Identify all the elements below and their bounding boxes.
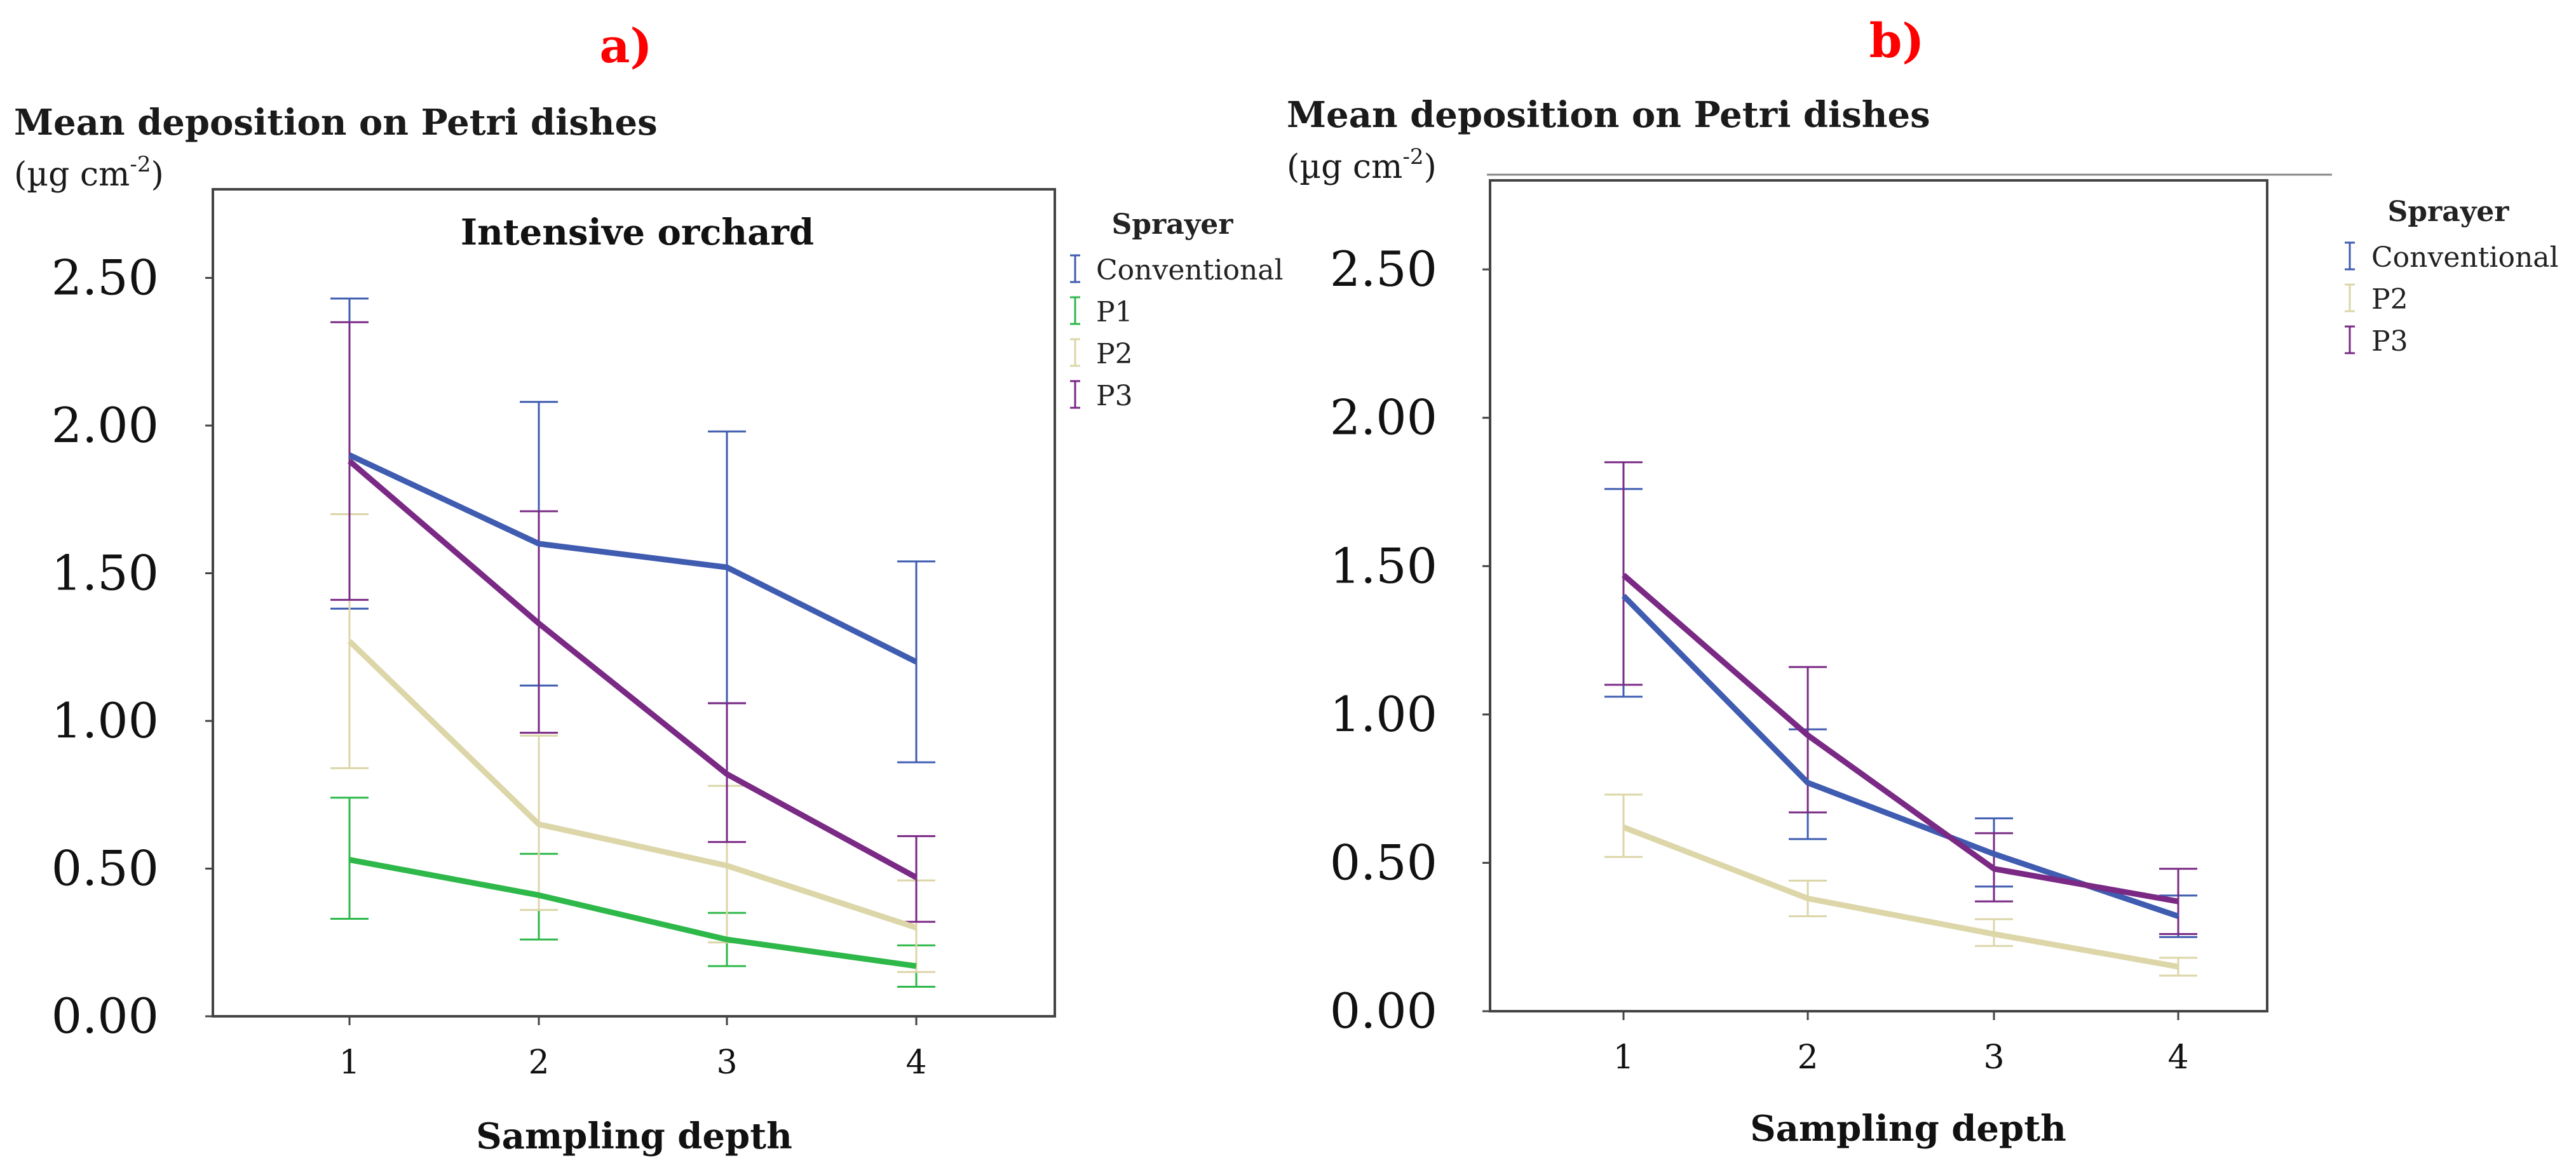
plot-title: Intensive orchard (461, 212, 814, 253)
y-axis-unit: (µg cm-2) (1287, 144, 1437, 186)
plot-frame (1489, 179, 2268, 1012)
series-line-conventional (348, 452, 918, 665)
legend-label-p3: P3 (2371, 325, 2408, 358)
y-tick-label: 2.50 (1330, 241, 1437, 297)
legend-label-conventional: Conventional (1096, 254, 1284, 286)
legend-label-conventional: Conventional (2371, 241, 2559, 274)
y-tick-label: 2.50 (51, 250, 159, 306)
y-tick-label: 0.00 (1330, 983, 1437, 1039)
y-tick-label: 1.50 (1330, 537, 1437, 594)
y-axis-title: Mean deposition on Petri dishes (1287, 94, 1930, 136)
x-tick-label: 2 (1797, 1039, 1818, 1077)
y-tick-label: 0.50 (51, 840, 159, 897)
x-axis-title: Sampling depth (1750, 1108, 2066, 1150)
series-line-p3 (1622, 572, 2179, 904)
x-tick-label: 1 (1613, 1039, 1634, 1077)
legend-title: Sprayer (1112, 208, 1234, 241)
panel-a: a) Mean deposition on Petri dishes (µg cm-… (14, 19, 1284, 1157)
y-tick-label: 0.50 (1330, 834, 1437, 891)
y-tick-label: 1.50 (51, 545, 159, 602)
legend-title: Sprayer (2388, 196, 2510, 228)
y-axis-unit: (µg cm-2) (14, 152, 164, 194)
x-tick-label: 4 (905, 1044, 926, 1082)
series-line-p3 (348, 459, 918, 880)
panel-b: b) Mean deposition on Petri dishes (µg cm-… (1287, 14, 2559, 1150)
series-line-p2 (347, 639, 918, 931)
plot-frame (212, 188, 1056, 1018)
legend-label-p2: P2 (2371, 283, 2408, 316)
legend-label-p1: P1 (1096, 296, 1133, 328)
y-tick-label: 2.00 (51, 397, 159, 454)
y-axis-title: Mean deposition on Petri dishes (14, 102, 658, 144)
panel-label: a) (600, 19, 653, 74)
legend-label-p3: P3 (1096, 380, 1133, 412)
x-axis-title: Sampling depth (476, 1115, 792, 1157)
y-tick-label: 0.00 (51, 988, 159, 1044)
x-tick-label: 4 (2167, 1039, 2188, 1077)
series-line-p2 (1622, 824, 2179, 970)
x-tick-label: 3 (1983, 1039, 2004, 1077)
x-tick-label: 2 (528, 1044, 549, 1082)
panel-label: b) (1869, 14, 1925, 69)
y-tick-label: 1.00 (1330, 686, 1437, 743)
y-tick-label: 2.00 (1330, 389, 1437, 446)
series-line-p1 (349, 857, 917, 969)
x-tick-label: 1 (339, 1044, 360, 1082)
x-tick-label: 3 (716, 1044, 737, 1082)
y-tick-label: 1.00 (51, 692, 159, 749)
legend-label-p2: P2 (1096, 338, 1133, 370)
